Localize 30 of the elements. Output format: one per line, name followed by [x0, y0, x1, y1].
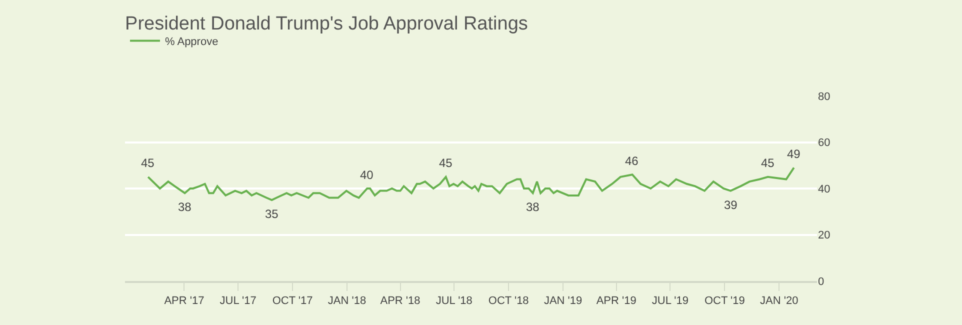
y-tick-label: 80: [818, 90, 830, 103]
data-label: 45: [761, 156, 775, 170]
x-tick-label: JAN '20: [760, 295, 798, 308]
x-tick-label: JUL '19: [652, 295, 688, 308]
x-tick-label: JUL '18: [436, 295, 472, 308]
x-tick-label: JUL '17: [220, 295, 256, 308]
x-tick-label: JAN '18: [328, 295, 366, 308]
y-tick-label: 20: [818, 230, 830, 242]
y-tick-label: 0: [818, 276, 824, 288]
x-tick-label: APR '17: [164, 295, 204, 308]
data-label: 45: [141, 156, 155, 170]
data-label: 39: [724, 198, 738, 212]
data-label: 46: [625, 154, 639, 168]
x-tick-label: APR '18: [380, 295, 420, 308]
x-tick-label: JAN '19: [544, 295, 582, 308]
data-label: 38: [178, 200, 192, 214]
legend-label: % Approve: [165, 36, 218, 48]
y-tick-label: 60: [818, 137, 830, 150]
data-label: 35: [265, 207, 279, 221]
x-tick-label: OCT '19: [704, 295, 745, 308]
data-label: 49: [787, 147, 801, 161]
data-label: 38: [526, 200, 540, 214]
x-tick-label: APR '19: [596, 295, 636, 308]
line-series: [147, 166, 795, 202]
x-tick-label: OCT '18: [488, 295, 529, 308]
x-tick-label: OCT '17: [272, 295, 313, 308]
chart-title: President Donald Trump's Job Approval Ratings: [125, 14, 528, 35]
data-label: 45: [439, 156, 453, 170]
y-tick-label: 40: [818, 183, 830, 196]
data-label: 40: [360, 168, 374, 182]
